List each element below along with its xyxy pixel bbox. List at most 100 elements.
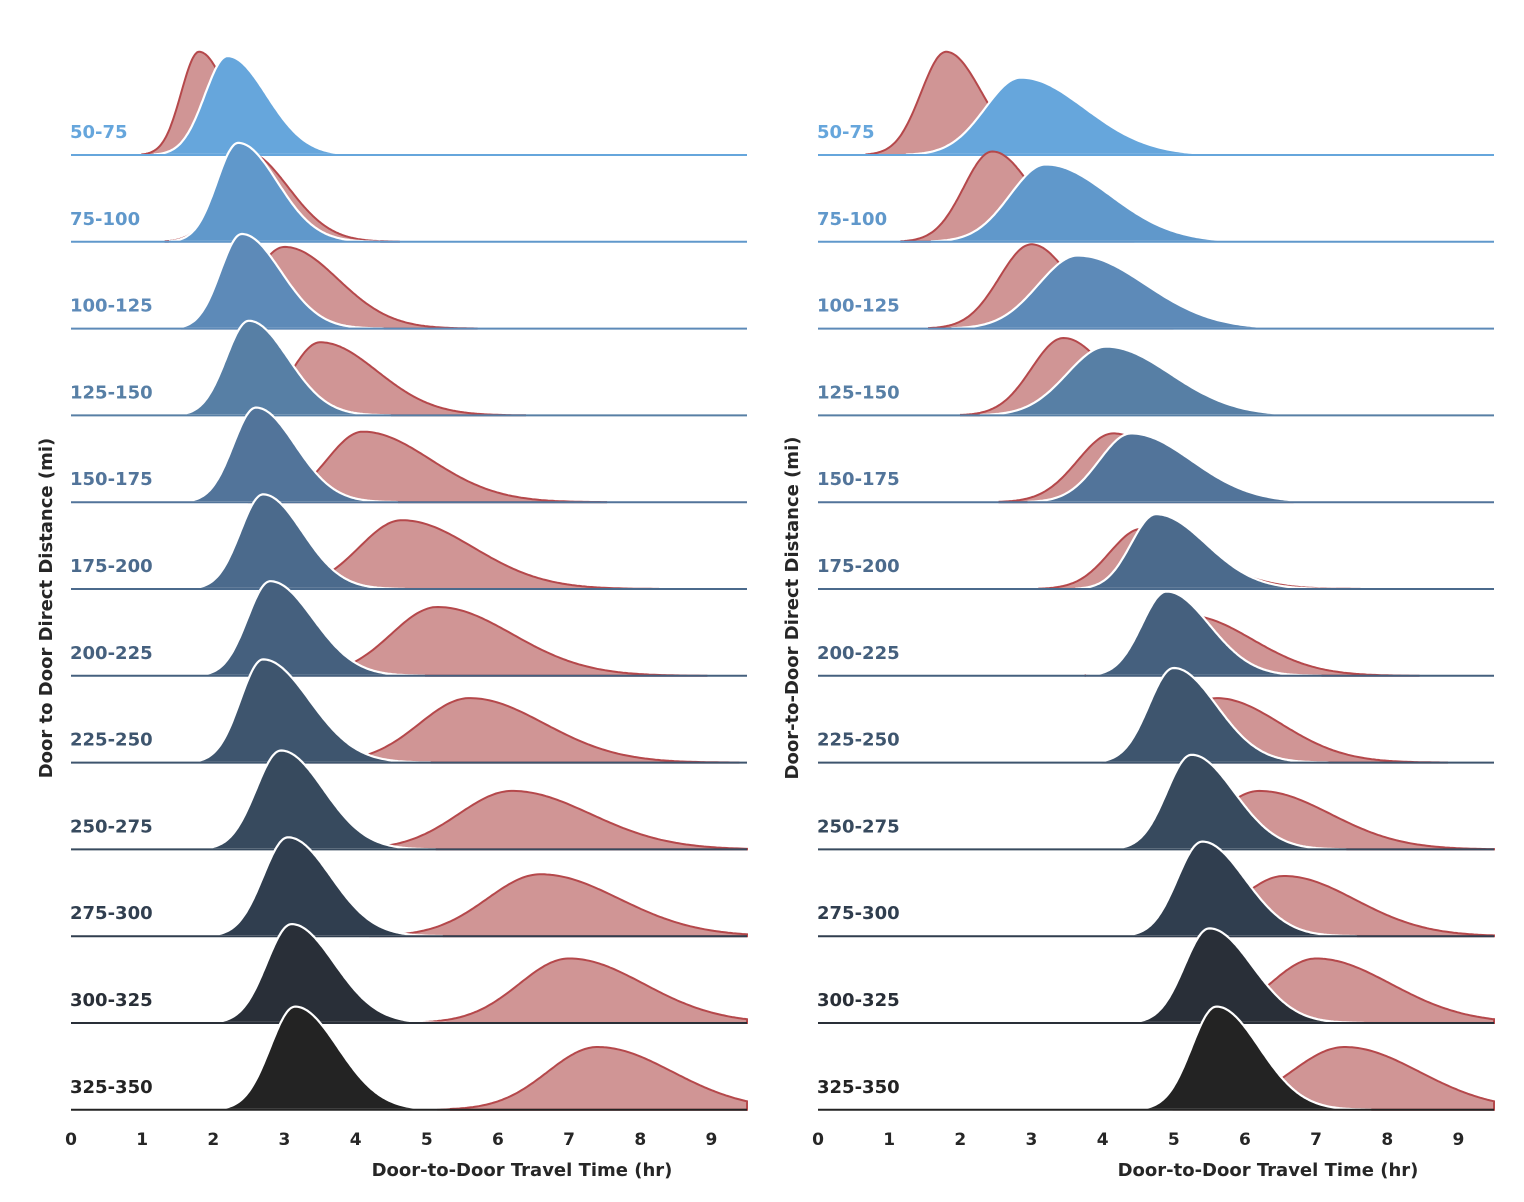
blue-density-75-100 [168, 141, 381, 243]
x-tick-label: 6 [492, 1130, 504, 1150]
row-label-200-225: 200-225 [70, 643, 153, 664]
blue-density-225-250 [189, 658, 431, 764]
blue-density-150-175 [182, 406, 398, 504]
y-axis-title: Door-to-Door Direct Distance (mi) [782, 437, 803, 780]
blue-density-300-325 [210, 922, 447, 1025]
blue-density-50-75 [153, 55, 370, 157]
row-label-100-125: 100-125 [70, 296, 153, 317]
red-density-200-225 [288, 605, 708, 677]
row-label-175-200: 175-200 [70, 556, 153, 577]
x-tick-label: 6 [1239, 1130, 1251, 1150]
row-label-250-275: 250-275 [70, 816, 153, 837]
red-density-325-350 [437, 1046, 748, 1111]
x-tick-label: 2 [207, 1130, 219, 1150]
blue-density-200-225 [196, 580, 425, 677]
red-density-300-325 [408, 957, 748, 1024]
blue-density-325-350 [214, 1005, 450, 1111]
x-axis-title: Door-to-Door Travel Time (hr) [372, 1160, 673, 1181]
ridge-row-100-125: 100-125 [70, 232, 747, 330]
row-label-150-175: 150-175 [817, 469, 900, 490]
x-tick-label: 8 [634, 1130, 646, 1150]
blue-density-125-150 [174, 319, 391, 417]
row-label-150-175: 150-175 [70, 469, 153, 490]
row-label-250-275: 250-275 [817, 816, 900, 837]
blue-density-100-125 [172, 232, 384, 330]
ridge-row-50-75: 50-75 [70, 50, 747, 157]
row-label-325-350: 325-350 [70, 1077, 153, 1098]
blue-density-175-200 [1075, 513, 1337, 591]
ridge-row-75-100: 75-100 [70, 141, 747, 243]
blue-density-275-300 [1121, 840, 1358, 938]
blue-density-125-150 [979, 345, 1338, 417]
x-tick-label: 9 [705, 1130, 717, 1150]
row-label-225-250: 225-250 [817, 730, 900, 751]
blue-density-150-175 [1027, 432, 1350, 504]
x-tick-label: 9 [1452, 1130, 1464, 1150]
blue-density-225-250 [1093, 666, 1329, 764]
red-density-225-250 [309, 697, 740, 764]
x-tick-label: 3 [1026, 1130, 1038, 1150]
blue-density-175-200 [189, 493, 406, 591]
row-label-50-75: 50-75 [817, 122, 875, 143]
ridge-row-275-300: 275-300 [817, 840, 1495, 938]
x-tick-label: 2 [954, 1130, 966, 1150]
row-label-50-75: 50-75 [70, 122, 128, 143]
blue-density-50-75 [905, 76, 1253, 157]
ridge-row-200-225: 200-225 [70, 580, 747, 677]
row-label-175-200: 175-200 [817, 556, 900, 577]
ridge-row-125-150: 125-150 [817, 336, 1494, 417]
row-label-300-325: 300-325 [817, 990, 900, 1011]
ridge-row-250-275: 250-275 [70, 749, 748, 851]
x-tick-label: 4 [1097, 1130, 1109, 1150]
row-label-275-300: 275-300 [817, 903, 900, 924]
blue-density-75-100 [930, 163, 1278, 243]
ridge-row-275-300: 275-300 [70, 836, 748, 938]
x-tick-label: 0 [812, 1130, 824, 1150]
row-label-125-150: 125-150 [70, 382, 153, 403]
row-label-125-150: 125-150 [817, 382, 900, 403]
x-tick-label: 0 [65, 1130, 77, 1150]
x-tick-label: 5 [1168, 1130, 1180, 1150]
ridge-row-50-75: 50-75 [817, 50, 1494, 157]
row-label-225-250: 225-250 [70, 730, 153, 751]
x-tick-label: 4 [350, 1130, 362, 1150]
x-tick-label: 1 [136, 1130, 148, 1150]
ridgeline-panel-2: 50-75 75-100 100-125 125-150 150-175 175-200 2… [782, 50, 1495, 1181]
ridge-row-175-200: 175-200 [70, 493, 747, 591]
blue-density-250-275 [1110, 753, 1347, 851]
blue-density-325-350 [1135, 1005, 1372, 1111]
ridge-row-100-125: 100-125 [817, 243, 1494, 330]
blue-density-275-300 [207, 836, 443, 938]
ridge-row-175-200: 175-200 [817, 513, 1494, 591]
ridge-row-325-350: 325-350 [817, 1005, 1495, 1111]
ridge-row-325-350: 325-350 [70, 1005, 748, 1111]
row-label-275-300: 275-300 [70, 903, 153, 924]
blue-density-100-125 [951, 254, 1323, 330]
ridge-row-200-225: 200-225 [817, 590, 1494, 677]
ridge-row-150-175: 150-175 [817, 432, 1494, 504]
ridgeline-panel-1: 50-75 75-100 100-125 125-150 150-175 175-200 2… [36, 50, 748, 1181]
ridge-row-225-250: 225-250 [70, 658, 747, 764]
row-label-100-125: 100-125 [817, 296, 900, 317]
x-axis-title: Door-to-Door Travel Time (hr) [1118, 1160, 1419, 1181]
ridge-row-300-325: 300-325 [817, 927, 1495, 1025]
ridge-row-250-275: 250-275 [817, 753, 1495, 851]
x-tick-label: 3 [279, 1130, 291, 1150]
ridge-row-75-100: 75-100 [817, 150, 1494, 243]
row-label-300-325: 300-325 [70, 990, 153, 1011]
red-density-250-275 [340, 789, 748, 851]
blue-density-200-225 [1085, 590, 1322, 677]
y-axis-title: Door to Door Direct Distance (mi) [36, 438, 57, 779]
x-tick-label: 7 [1310, 1130, 1322, 1150]
row-label-75-100: 75-100 [817, 209, 887, 230]
red-density-275-300 [368, 873, 748, 938]
x-tick-label: 5 [421, 1130, 433, 1150]
ridge-row-150-175: 150-175 [70, 406, 747, 504]
x-tick-label: 1 [883, 1130, 895, 1150]
row-label-325-350: 325-350 [817, 1077, 900, 1098]
ridge-row-225-250: 225-250 [817, 666, 1494, 764]
ridge-row-300-325: 300-325 [70, 922, 748, 1025]
blue-density-300-325 [1128, 927, 1365, 1025]
row-label-75-100: 75-100 [70, 209, 140, 230]
